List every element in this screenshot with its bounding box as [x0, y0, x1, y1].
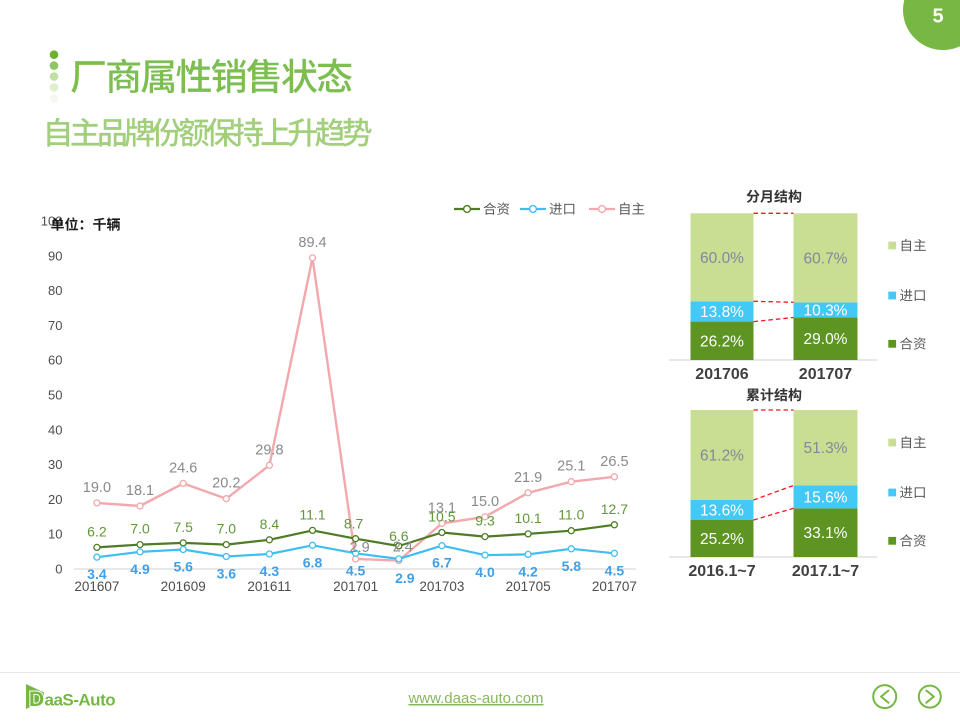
svg-text:201609: 201609: [161, 579, 206, 594]
svg-text:10.5: 10.5: [428, 509, 455, 525]
svg-text:6.2: 6.2: [87, 523, 107, 539]
svg-text:26.2%: 26.2%: [700, 333, 744, 350]
svg-text:19.0: 19.0: [83, 480, 111, 496]
svg-text:201703: 201703: [419, 579, 464, 594]
svg-text:7.0: 7.0: [217, 521, 237, 537]
svg-text:7.5: 7.5: [173, 519, 193, 535]
svg-text:15.6%: 15.6%: [804, 489, 848, 506]
svg-text:4.3: 4.3: [260, 563, 280, 579]
svg-text:13.1: 13.1: [428, 500, 456, 516]
svg-text:5: 5: [932, 6, 943, 28]
svg-text:11.0: 11.0: [558, 507, 584, 523]
svg-text:10.1: 10.1: [514, 510, 541, 526]
svg-text:7.0: 7.0: [130, 521, 150, 537]
svg-text:61.2%: 61.2%: [700, 448, 744, 465]
svg-text:201611: 201611: [247, 579, 291, 594]
svg-text:25.2%: 25.2%: [700, 531, 744, 548]
svg-text:4.9: 4.9: [130, 561, 150, 577]
svg-text:40: 40: [48, 422, 62, 437]
svg-text:60: 60: [48, 353, 62, 368]
svg-text:2016.1~7: 2016.1~7: [688, 563, 755, 580]
svg-text:13.8%: 13.8%: [700, 304, 744, 321]
svg-text:D: D: [29, 688, 44, 711]
svg-text:4.5: 4.5: [605, 562, 625, 578]
svg-text:20.2: 20.2: [212, 476, 240, 492]
svg-text:201707: 201707: [592, 579, 637, 594]
svg-text:13.6%: 13.6%: [700, 503, 744, 520]
svg-text:12.7: 12.7: [601, 501, 628, 517]
svg-text:60.0%: 60.0%: [700, 250, 744, 267]
svg-text:8.7: 8.7: [344, 516, 364, 532]
svg-text:2.4: 2.4: [393, 540, 413, 556]
svg-text:24.6: 24.6: [169, 460, 197, 476]
svg-text:29.8: 29.8: [255, 442, 283, 458]
svg-text:51.3%: 51.3%: [804, 440, 848, 457]
svg-text:18.1: 18.1: [126, 483, 154, 499]
svg-text:4.5: 4.5: [346, 562, 366, 578]
svg-text:5.8: 5.8: [562, 558, 582, 574]
svg-text:25.1: 25.1: [557, 459, 585, 475]
svg-text:21.9: 21.9: [514, 470, 542, 486]
svg-text:2017.1~7: 2017.1~7: [792, 563, 859, 580]
svg-text:www.daas-auto.com: www.daas-auto.com: [407, 690, 543, 707]
svg-text:15.0: 15.0: [471, 494, 499, 510]
svg-text:4.2: 4.2: [518, 563, 538, 579]
svg-text:11.1: 11.1: [299, 506, 325, 522]
svg-text:0: 0: [55, 562, 62, 577]
svg-text:70: 70: [48, 318, 62, 333]
svg-text:9.3: 9.3: [475, 513, 495, 529]
svg-text:30: 30: [48, 457, 62, 472]
svg-text:201701: 201701: [333, 579, 378, 594]
svg-text:3.6: 3.6: [217, 566, 237, 582]
svg-text:2.9: 2.9: [350, 540, 370, 556]
svg-text:29.0%: 29.0%: [804, 331, 848, 348]
svg-text:201607: 201607: [74, 579, 119, 594]
svg-text:4.0: 4.0: [475, 564, 495, 580]
svg-text:90: 90: [48, 248, 62, 263]
svg-text:33.1%: 33.1%: [804, 525, 848, 542]
svg-text:50: 50: [48, 388, 62, 403]
svg-text:26.5: 26.5: [600, 454, 628, 470]
svg-text:201707: 201707: [799, 366, 852, 383]
svg-text:10: 10: [48, 527, 62, 542]
svg-text:8.4: 8.4: [260, 516, 280, 532]
svg-text:20: 20: [48, 492, 62, 507]
svg-text:3.4: 3.4: [87, 566, 107, 582]
svg-text:10.3%: 10.3%: [804, 302, 848, 319]
svg-text:5.6: 5.6: [173, 559, 193, 575]
svg-text:201705: 201705: [506, 579, 551, 594]
svg-text:89.4: 89.4: [298, 235, 326, 251]
svg-text:aaS-Auto: aaS-Auto: [45, 691, 116, 710]
svg-text:201706: 201706: [695, 366, 748, 383]
svg-text:60.7%: 60.7%: [804, 250, 848, 267]
svg-text:6.7: 6.7: [432, 555, 452, 571]
svg-text:6.6: 6.6: [389, 528, 409, 544]
svg-text:80: 80: [48, 283, 62, 298]
svg-text:6.8: 6.8: [303, 554, 323, 570]
svg-text:2.9: 2.9: [395, 570, 415, 586]
